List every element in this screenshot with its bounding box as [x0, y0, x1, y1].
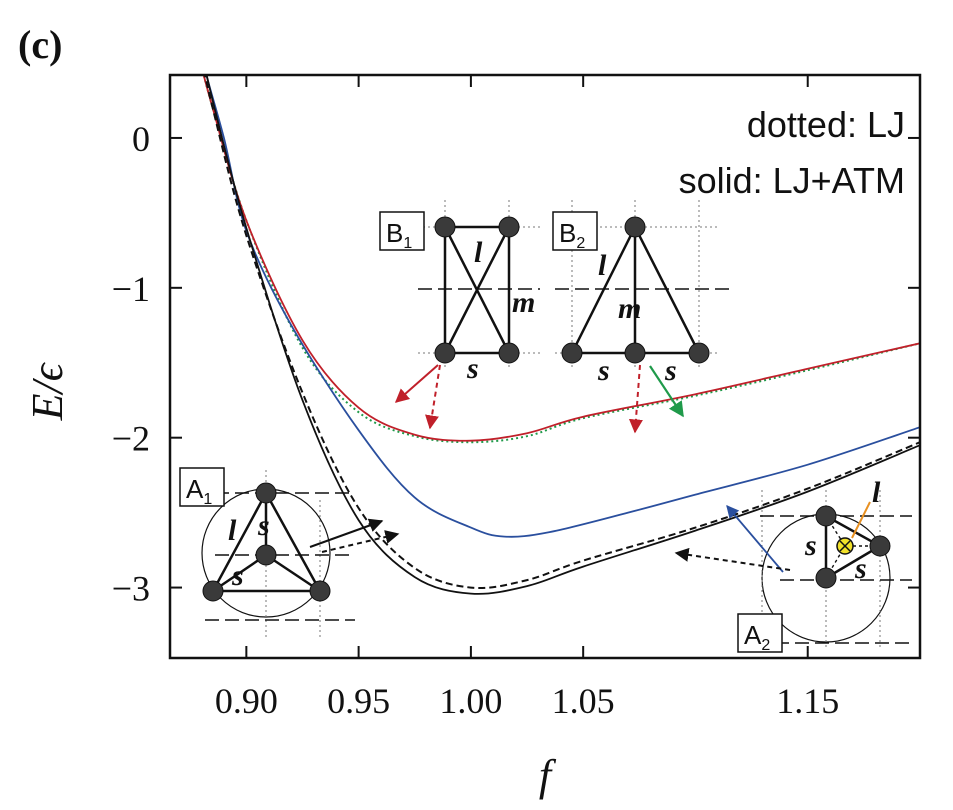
x-tick-label: 0.95: [327, 681, 390, 721]
series-line-5: [205, 75, 920, 595]
y-tick-label: 0: [132, 119, 150, 159]
inset-a1: A1 l s s: [179, 467, 355, 640]
svg-text:s: s: [257, 509, 270, 542]
svg-text:l: l: [228, 514, 237, 547]
svg-text:s: s: [231, 559, 244, 592]
x-tick-label: 1.00: [439, 681, 502, 721]
svg-text:l: l: [474, 236, 483, 269]
panel-label: (c): [18, 22, 62, 67]
svg-text:s: s: [597, 354, 610, 387]
inset-b2: B2 l m s s: [552, 200, 730, 387]
legend-line-1: dotted: LJ: [747, 104, 905, 145]
svg-text:s: s: [664, 354, 677, 387]
series-line-2: [202, 75, 920, 442]
svg-text:B2: B2: [559, 218, 585, 252]
svg-text:l: l: [598, 249, 607, 282]
svg-text:B1: B1: [386, 218, 412, 252]
series-line-1: [202, 75, 920, 444]
svg-text:s: s: [466, 352, 479, 385]
plot-frame: [168, 73, 922, 660]
y-axis-title: E/ϵ: [23, 361, 72, 421]
svg-text:A1: A1: [186, 474, 212, 508]
y-tick-label: −1: [112, 269, 150, 309]
svg-text:m: m: [512, 286, 535, 319]
y-tick-label: −2: [112, 419, 150, 459]
svg-text:s: s: [804, 529, 817, 562]
legend-line-2: solid: LJ+ATM: [679, 160, 905, 201]
x-axis-title: f: [539, 751, 557, 800]
x-tick-label: 1.05: [552, 681, 615, 721]
series-layer: [202, 75, 920, 595]
svg-text:A2: A2: [744, 620, 770, 654]
svg-text:s: s: [854, 552, 867, 585]
inset-a2: A2 l s s: [737, 476, 912, 654]
x-tick-label: 1.15: [776, 681, 839, 721]
series-line-3: [205, 75, 920, 538]
svg-text:m: m: [618, 292, 641, 325]
y-tick-label: −3: [112, 569, 150, 609]
pointer-arrows: [309, 364, 791, 573]
tick-layer: 0.90 0.95 1.00 1.05 1.15 0 −1 −2 −3: [112, 75, 920, 721]
series-line-4: [203, 75, 920, 590]
svg-text:l: l: [872, 476, 881, 509]
inset-b1: B1 l m s: [379, 200, 540, 385]
x-tick-label: 0.90: [215, 681, 278, 721]
